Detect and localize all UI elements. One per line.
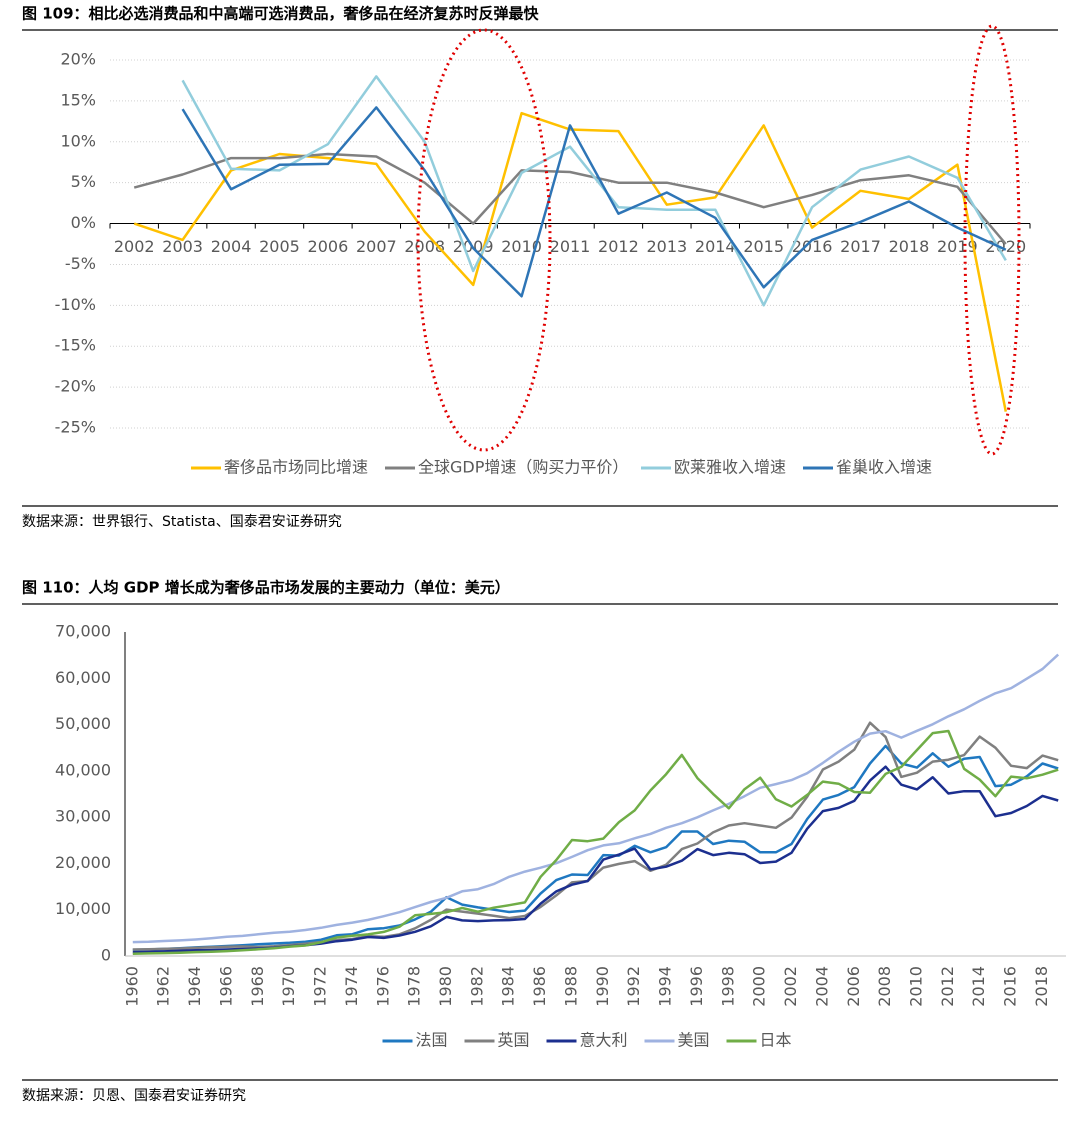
y-tick-label: 20,000 [55, 853, 111, 872]
y-tick-label: 50,000 [55, 714, 111, 733]
chart-title: 图 109：相比必选消费品和中高端可选消费品，奢侈品在经济复苏时反弹最快 [22, 5, 540, 23]
x-tick-label: 1968 [248, 966, 267, 1007]
x-tick-label: 1962 [154, 966, 173, 1007]
x-tick-label: 1980 [436, 966, 455, 1007]
x-tick-label: 2018 [1032, 966, 1051, 1007]
x-tick-label: 2012 [938, 966, 957, 1007]
x-tick-label: 2002 [114, 237, 155, 256]
y-tick-label: -20% [55, 377, 96, 396]
series-line [132, 729, 1059, 956]
legend-label: 全球GDP增速（购买力平价） [418, 458, 628, 477]
series-line [133, 152, 1007, 245]
x-tick-label: 1972 [311, 966, 330, 1007]
source: 数据来源：贝恩、国泰君安证券研究 [22, 1088, 246, 1104]
x-tick-label: 2012 [598, 237, 639, 256]
series-line [132, 765, 1059, 954]
y-tick-label: 60,000 [55, 668, 111, 687]
x-tick-label: 1978 [405, 966, 424, 1007]
y-tick-label: 0% [71, 213, 96, 232]
x-tick-label: 1994 [656, 966, 675, 1007]
x-tick-label: 2011 [550, 237, 591, 256]
y-tick-label: 10% [60, 131, 96, 150]
x-tick-label: 1992 [624, 966, 643, 1007]
series-line [181, 106, 1007, 298]
x-tick-label: 2016 [1001, 966, 1020, 1007]
legend-label: 英国 [498, 1031, 530, 1050]
source: 数据来源：世界银行、Statista、国泰君安证券研究 [22, 514, 342, 530]
x-tick-label: 2018 [889, 237, 930, 256]
x-tick-label: 2006 [844, 966, 863, 1007]
legend-label: 意大利 [580, 1031, 628, 1050]
y-tick-label: -5% [65, 254, 96, 273]
legend-label: 日本 [760, 1031, 792, 1050]
x-tick-label: 2017 [840, 237, 881, 256]
highlight-ellipse [963, 24, 1021, 456]
y-tick-label: -15% [55, 336, 96, 355]
x-tick-label: 2000 [750, 966, 769, 1007]
highlight-ellipse [416, 28, 552, 452]
legend-label: 奢侈品市场同比增速 [224, 458, 368, 477]
series-line [132, 653, 1060, 944]
x-tick-label: 1996 [687, 966, 706, 1007]
y-tick-label: 10,000 [55, 899, 111, 918]
x-tick-label: 1970 [279, 966, 298, 1007]
y-tick-label: 0 [101, 946, 111, 965]
y-tick-label: -25% [55, 418, 96, 437]
y-tick-label: -10% [55, 295, 96, 314]
x-tick-label: 1986 [530, 966, 549, 1007]
x-tick-label: 1998 [718, 966, 737, 1007]
x-tick-label: 2004 [211, 237, 252, 256]
x-tick-label: 1964 [185, 966, 204, 1007]
x-tick-label: 1982 [467, 966, 486, 1007]
legend-label: 欧莱雅收入增速 [674, 458, 786, 477]
legend-label: 雀巢收入增速 [836, 458, 932, 477]
x-tick-label: 2014 [695, 237, 736, 256]
y-tick-label: 5% [71, 172, 96, 191]
y-tick-label: 40,000 [55, 760, 111, 779]
x-tick-label: 2004 [812, 966, 831, 1007]
x-tick-label: 1984 [499, 966, 518, 1007]
x-tick-label: 2019 [937, 237, 978, 256]
series-line [132, 721, 1059, 951]
x-tick-label: 2014 [969, 966, 988, 1007]
series-line [181, 75, 1007, 307]
x-tick-label: 2005 [259, 237, 300, 256]
legend-label: 法国 [416, 1031, 448, 1050]
y-tick-label: 15% [60, 90, 96, 109]
x-tick-label: 2007 [356, 237, 397, 256]
x-tick-label: 2015 [743, 237, 784, 256]
charts: -25% -20% -15% -10% -5% 0% 5% 10% 15% 20% 2002 2003… [55, 50, 1066, 1050]
y-tick-label: 30,000 [55, 807, 111, 826]
y-tick-label: 70,000 [55, 622, 111, 641]
x-tick-label: 2010 [907, 966, 926, 1007]
x-tick-label: 2013 [646, 237, 687, 256]
x-tick-label: 1966 [216, 966, 235, 1007]
x-tick-label: 1988 [561, 966, 580, 1007]
y-tick-label: 20% [60, 50, 96, 69]
legend-label: 美国 [678, 1031, 710, 1050]
chart-title: 图 110：人均 GDP 增长成为奢侈品市场发展的主要动力（单位：美元） [22, 579, 510, 597]
x-tick-label: 1960 [122, 966, 141, 1007]
x-tick-label: 2010 [501, 237, 542, 256]
x-tick-label: 1990 [593, 966, 612, 1007]
x-tick-label: 2002 [781, 966, 800, 1007]
x-tick-label: 1974 [342, 966, 361, 1007]
x-tick-label: 2008 [875, 966, 894, 1007]
x-tick-label: 2006 [308, 237, 349, 256]
x-tick-label: 1976 [373, 966, 392, 1007]
x-tick-label: 2003 [162, 237, 203, 256]
